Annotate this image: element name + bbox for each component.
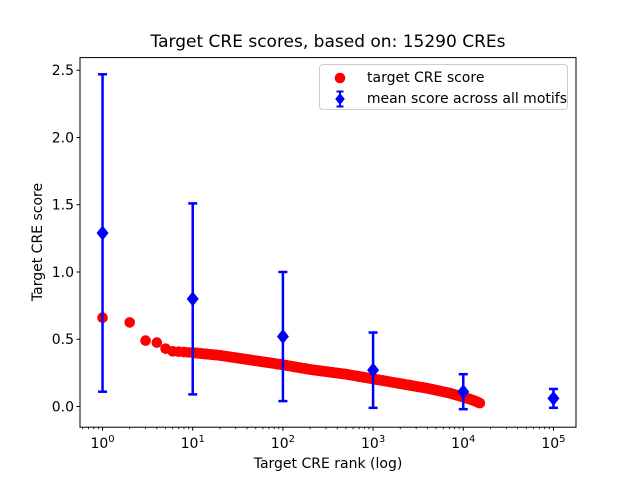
mean-diamond-marker bbox=[276, 329, 289, 345]
legend-circle-glyph bbox=[334, 72, 346, 83]
plot-frame bbox=[79, 57, 577, 428]
y-tick-label: 2.0 bbox=[52, 130, 74, 146]
mean-diamond-marker bbox=[457, 384, 470, 400]
y-tick-label: 1.5 bbox=[52, 198, 74, 214]
x-tick-label: 102 bbox=[271, 434, 295, 452]
red-scatter-point bbox=[124, 317, 135, 328]
legend-entry-target-cre-score: target CRE score bbox=[330, 67, 567, 88]
y-tick-label: 0.0 bbox=[52, 399, 74, 415]
chart-title: Target CRE scores, based on: 15290 CREs bbox=[150, 32, 506, 52]
y-tick-label: 0.5 bbox=[52, 332, 74, 348]
y-tick-label: 1.0 bbox=[52, 265, 74, 281]
legend-label-target-cre-score: target CRE score bbox=[367, 69, 485, 86]
legend-marker-circle-icon bbox=[334, 72, 346, 83]
y-tick-label: 2.5 bbox=[52, 63, 74, 79]
x-tick-label: 101 bbox=[181, 434, 205, 452]
legend-diamond-glyph bbox=[335, 92, 345, 105]
red-scatter-point bbox=[151, 337, 163, 348]
mean-diamond-marker bbox=[367, 362, 380, 378]
legend-marker-diamond-errorbar-icon bbox=[335, 90, 345, 107]
x-tick-label: 100 bbox=[90, 434, 114, 452]
legend-label-mean-score: mean score across all motifs bbox=[366, 90, 567, 107]
x-tick-label: 104 bbox=[451, 434, 475, 452]
x-axis-label: Target CRE rank (log) bbox=[253, 456, 403, 472]
red-scatter-point bbox=[474, 397, 486, 409]
red-scatter-point bbox=[140, 335, 151, 346]
x-tick-label: 103 bbox=[361, 434, 385, 452]
x-tick-label: 105 bbox=[541, 434, 565, 452]
legend-entry-mean-score: mean score across all motifs bbox=[330, 88, 567, 109]
mean-diamond-marker bbox=[186, 291, 199, 307]
y-axis-label: Target CRE score bbox=[30, 182, 46, 302]
mean-diamond-marker bbox=[547, 390, 560, 406]
mean-diamond-marker bbox=[96, 225, 109, 241]
legend: target CRE score mean score across all m… bbox=[319, 64, 568, 110]
